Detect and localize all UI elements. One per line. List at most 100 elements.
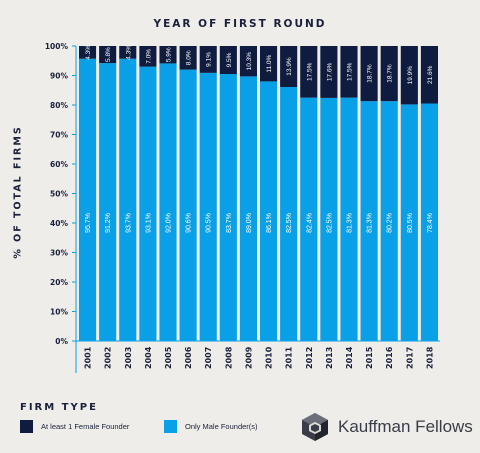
bar-female-2013	[320, 46, 338, 98]
x-tick-label-2004: 2004	[144, 346, 153, 369]
bar-male-2001	[79, 58, 97, 342]
x-tick-label-2009: 2009	[244, 346, 253, 369]
data-label-female-2002: 5.8%	[105, 47, 112, 62]
x-tick-label-2015: 2015	[365, 346, 374, 369]
kauffman-fellows-logo: Kauffman Fellows	[300, 412, 473, 442]
x-tick-label-2007: 2007	[204, 347, 213, 369]
legend-label-female: At least 1 Female Founder	[41, 422, 130, 431]
x-tick-label-2005: 2005	[164, 346, 173, 369]
data-label-male-2010: 86.1%	[266, 213, 273, 233]
bar-female-2012	[300, 46, 318, 98]
bar-male-2014	[340, 97, 358, 341]
bar-female-2018	[420, 46, 438, 104]
data-label-male-2004: 93.1%	[145, 213, 152, 233]
stacked-bar-chart: 0% 10% 20% 30% 40% 50% 60% 70% 80% 90% 100% 95.7% 4…	[45, 42, 440, 373]
bar-male-2012	[300, 97, 318, 341]
legend-item-male: Only Male Founder(s)	[164, 420, 258, 433]
legend-item-female: At least 1 Female Founder	[20, 420, 129, 433]
data-label-male-2016: 80.2%	[387, 213, 394, 233]
bar-male-2005	[159, 63, 177, 341]
data-label-female-2009: 10.3%	[246, 52, 253, 71]
data-label-male-2018: 78.4%	[427, 213, 434, 233]
data-label-male-2015: 81.3%	[367, 213, 374, 233]
x-tick-label-2001: 2001	[84, 346, 93, 369]
x-tick-label-2012: 2012	[305, 347, 314, 369]
data-label-male-2009: 89.0%	[246, 213, 253, 233]
data-label-male-2017: 80.5%	[407, 213, 414, 233]
bar-male-2011	[280, 87, 298, 341]
bar-female-2001	[79, 46, 97, 59]
data-label-female-2012: 17.5%	[306, 62, 313, 81]
bar-male-2007	[199, 72, 217, 341]
bar-female-2014	[340, 46, 358, 98]
bar-female-2002	[99, 46, 117, 64]
data-label-male-2007: 90.5%	[206, 213, 213, 233]
x-tick-label-2002: 2002	[104, 347, 113, 369]
x-tick-label-2003: 2003	[124, 347, 133, 369]
y-axis-label-text: % OF TOTAL FIRMS	[12, 125, 24, 259]
legend-swatch-female	[20, 420, 33, 433]
data-label-male-2012: 82.4%	[306, 213, 313, 233]
data-label-female-2013: 17.6%	[326, 63, 333, 82]
x-tick-label-2016: 2016	[385, 346, 394, 369]
x-tick-label-2018: 2018	[425, 346, 434, 369]
x-tick-label-2013: 2013	[325, 347, 334, 369]
data-label-female-2005: 5.9%	[166, 47, 173, 62]
data-label-male-2011: 82.5%	[286, 213, 293, 233]
data-label-male-2006: 90.6%	[186, 213, 193, 233]
bar-female-2004	[139, 46, 157, 67]
x-axis: 2001 2002 2003 2004 2005 2006 2007 2008 2009 2010…	[76, 340, 440, 369]
data-label-female-2008: 9.5%	[226, 52, 233, 67]
data-label-female-2010: 11.0%	[266, 55, 273, 73]
y-tick-label: 20%	[50, 278, 68, 287]
bar-female-2015	[360, 46, 378, 102]
kauffman-fellows-logo-icon	[302, 413, 328, 441]
y-tick-label: 80%	[50, 101, 68, 110]
bar-female-2016	[380, 46, 398, 102]
data-label-female-2014: 17.5%	[347, 62, 354, 81]
bar-female-2003	[119, 46, 137, 59]
data-label-female-2007: 9.1%	[206, 52, 213, 67]
data-label-female-2001: 4.3%	[85, 45, 92, 60]
bar-male-2008	[219, 74, 237, 342]
bar-male-2017	[400, 104, 418, 341]
data-label-female-2018: 21.6%	[427, 65, 434, 84]
y-tick-label: 100%	[45, 42, 69, 51]
y-tick-label: 70%	[50, 131, 68, 140]
legend-swatch-male	[164, 420, 177, 433]
data-label-male-2003: 93.7%	[125, 213, 132, 233]
bar-male-2009	[239, 76, 257, 341]
bar-male-2002	[99, 63, 117, 342]
bar-male-2013	[320, 97, 338, 341]
data-label-female-2004: 7.0%	[145, 49, 152, 64]
bar-female-2007	[199, 46, 217, 73]
logo-text: Kauffman Fellows	[338, 417, 473, 436]
data-label-female-2006: 8.0%	[186, 50, 193, 65]
x-tick-label-2014: 2014	[345, 346, 354, 369]
x-tick-label-2011: 2011	[285, 346, 294, 369]
data-label-female-2003: 4.3%	[125, 45, 132, 60]
data-label-female-2011: 13.9%	[286, 57, 293, 76]
x-tick-label-2017: 2017	[405, 347, 414, 369]
x-tick-label-2010: 2010	[265, 346, 274, 369]
bar-female-2009	[239, 46, 257, 77]
data-label-female-2015: 18.7%	[367, 64, 374, 83]
data-label-male-2005: 92.0%	[166, 213, 173, 233]
x-tick-label-2006: 2006	[184, 346, 193, 369]
bar-female-2010	[260, 46, 278, 82]
bar-female-2017	[400, 46, 418, 105]
data-label-male-2014: 81.3%	[347, 213, 354, 233]
y-tick-label: 50%	[50, 190, 68, 199]
bar-male-2010	[260, 81, 278, 342]
y-tick-label: 40%	[50, 219, 68, 228]
data-label-female-2016: 18.7%	[387, 64, 394, 83]
y-tick-label: 60%	[50, 160, 68, 169]
data-label-male-2002: 91.2%	[105, 213, 112, 233]
bar-male-2018	[420, 103, 438, 342]
y-tick-label: 90%	[50, 72, 68, 81]
bar-female-2005	[159, 46, 177, 64]
y-tick-label: 30%	[50, 249, 68, 258]
bar-female-2008	[219, 46, 237, 75]
bar-male-2006	[179, 69, 197, 341]
chart-title: YEAR OF FIRST ROUND	[153, 18, 327, 30]
